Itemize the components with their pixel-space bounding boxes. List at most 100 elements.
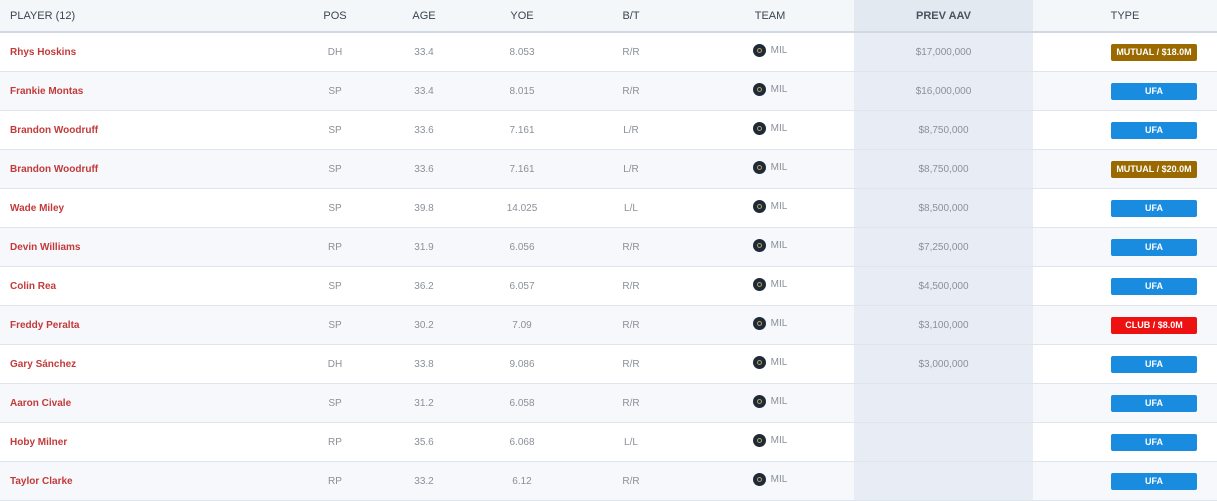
team-logo-icon — [752, 200, 766, 213]
team-logo-icon — [752, 434, 766, 447]
cell-aav: $3,100,000 — [854, 305, 1033, 345]
team-link[interactable]: MIL — [752, 44, 787, 57]
team-link[interactable]: MIL — [752, 83, 788, 96]
header-bt[interactable]: B/T — [576, 0, 686, 33]
cell-type: UFA — [1033, 188, 1217, 228]
cell-bt: R/R — [576, 71, 686, 111]
cell-bt: L/L — [576, 422, 686, 462]
table-row: Rhys Hoskins DH 33.4 8.053 R/R MIL $17,000,000… — [0, 32, 1217, 72]
cell-aav — [854, 461, 1033, 501]
cell-player[interactable]: Aaron Civale — [0, 383, 290, 423]
cell-team: MIL — [686, 110, 854, 150]
team-link[interactable]: MIL — [752, 473, 788, 486]
cell-team: MIL — [686, 383, 854, 423]
cell-player[interactable]: Taylor Clarke — [0, 461, 290, 501]
cell-team: MIL — [686, 227, 854, 267]
header-age[interactable]: AGE — [380, 0, 468, 33]
cell-bt: R/R — [576, 266, 686, 306]
cell-aav — [854, 422, 1033, 462]
cell-team: MIL — [686, 305, 854, 345]
team-abbr: MIL — [770, 84, 788, 95]
table-row: Freddy Peralta SP 30.2 7.09 R/R MIL $3,100,000… — [0, 305, 1217, 345]
cell-aav: $7,250,000 — [854, 227, 1033, 267]
header-team[interactable]: TEAM — [686, 0, 854, 33]
table-row: Taylor Clarke RP 33.2 6.12 R/R MIL UFA — [0, 461, 1217, 501]
contract-type-badge: UFA — [1111, 433, 1197, 451]
cell-pos: SP — [290, 305, 380, 345]
cell-type: UFA — [1033, 344, 1217, 384]
cell-team: MIL — [686, 422, 854, 462]
cell-player[interactable]: Devin Williams — [0, 227, 290, 267]
cell-yoe: 6.058 — [468, 383, 576, 423]
cell-age: 35.6 — [380, 422, 468, 462]
cell-yoe: 6.056 — [468, 227, 576, 267]
cell-bt: R/R — [576, 344, 686, 384]
header-yoe[interactable]: YOE — [468, 0, 576, 33]
team-link[interactable]: MIL — [752, 122, 787, 135]
cell-yoe: 7.09 — [468, 305, 576, 345]
cell-bt: R/R — [576, 383, 686, 423]
cell-pos: SP — [290, 383, 380, 423]
cell-pos: SP — [290, 71, 380, 111]
team-abbr: MIL — [770, 318, 788, 329]
cell-player[interactable]: Freddy Peralta — [0, 305, 290, 345]
team-link[interactable]: MIL — [752, 356, 787, 369]
cell-aav: $8,750,000 — [854, 110, 1033, 150]
team-link[interactable]: MIL — [752, 317, 788, 330]
cell-yoe: 7.161 — [468, 110, 576, 150]
cell-aav: $17,000,000 — [854, 32, 1033, 72]
team-logo-icon — [752, 83, 766, 96]
cell-yoe: 8.015 — [468, 71, 576, 111]
cell-team: MIL — [686, 461, 854, 501]
cell-player[interactable]: Rhys Hoskins — [0, 32, 290, 72]
team-abbr: MIL — [770, 240, 788, 251]
cell-player[interactable]: Colin Rea — [0, 266, 290, 306]
cell-type: UFA — [1033, 266, 1217, 306]
contract-type-badge: UFA — [1111, 394, 1197, 412]
cell-aav: $8,750,000 — [854, 149, 1033, 189]
cell-player[interactable]: Brandon Woodruff — [0, 110, 290, 150]
cell-player[interactable]: Frankie Montas — [0, 71, 290, 111]
cell-age: 33.6 — [380, 110, 468, 150]
cell-type: UFA — [1033, 461, 1217, 501]
cell-player[interactable]: Gary Sánchez — [0, 344, 290, 384]
cell-type: UFA — [1033, 383, 1217, 423]
table-row: Brandon Woodruff SP 33.6 7.161 L/R MIL $8,750,… — [0, 149, 1217, 189]
team-logo-icon — [752, 278, 766, 291]
header-pos[interactable]: POS — [290, 0, 380, 33]
table-row: Hoby Milner RP 35.6 6.068 L/L MIL UFA — [0, 422, 1217, 462]
cell-type: UFA — [1033, 110, 1217, 150]
cell-player[interactable]: Wade Miley — [0, 188, 290, 228]
cell-type: UFA — [1033, 227, 1217, 267]
cell-pos: SP — [290, 266, 380, 306]
team-link[interactable]: MIL — [752, 395, 787, 408]
cell-type: MUTUAL / $20.0M — [1033, 149, 1217, 189]
team-logo-icon — [752, 395, 766, 408]
cell-player[interactable]: Brandon Woodruff — [0, 149, 290, 189]
cell-pos: RP — [290, 422, 380, 462]
team-link[interactable]: MIL — [752, 434, 787, 447]
table-row: Brandon Woodruff SP 33.6 7.161 L/R MIL $8,750,… — [0, 110, 1217, 150]
team-link[interactable]: MIL — [752, 278, 787, 291]
cell-bt: R/R — [576, 305, 686, 345]
cell-age: 30.2 — [380, 305, 468, 345]
contract-type-badge: UFA — [1111, 355, 1197, 373]
team-logo-icon — [752, 356, 766, 369]
cell-bt: L/R — [576, 110, 686, 150]
team-link[interactable]: MIL — [752, 239, 788, 252]
table-row: Aaron Civale SP 31.2 6.058 R/R MIL UFA — [0, 383, 1217, 423]
team-abbr: MIL — [770, 474, 788, 485]
cell-yoe: 6.12 — [468, 461, 576, 501]
contract-type-badge: UFA — [1111, 238, 1197, 256]
contract-type-badge: UFA — [1111, 472, 1197, 490]
cell-yoe: 7.161 — [468, 149, 576, 189]
header-aav[interactable]: PREV AAV — [854, 0, 1033, 33]
cell-player[interactable]: Hoby Milner — [0, 422, 290, 462]
team-link[interactable]: MIL — [752, 161, 787, 174]
table-row: Colin Rea SP 36.2 6.057 R/R MIL $4,500,000 UFA — [0, 266, 1217, 306]
header-type[interactable]: TYPE — [1033, 0, 1217, 33]
team-link[interactable]: MIL — [752, 200, 787, 213]
header-player[interactable]: PLAYER (12) — [0, 0, 290, 33]
contract-type-badge: MUTUAL / $20.0M — [1111, 160, 1197, 178]
